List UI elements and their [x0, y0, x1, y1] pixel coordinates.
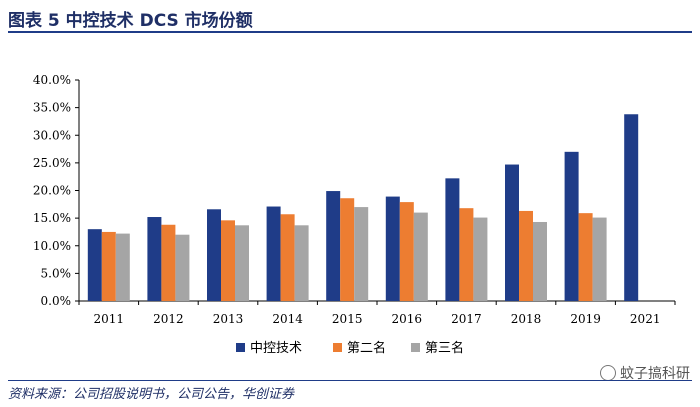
x-tick-label: 2012: [153, 312, 184, 326]
bar: [175, 234, 190, 301]
title-divider: [8, 31, 692, 33]
bar: [505, 164, 519, 301]
bar: [385, 196, 400, 301]
legend-label: 中控技术: [250, 341, 302, 356]
x-tick-label: 2011: [94, 312, 125, 326]
legend-swatch: [411, 343, 420, 352]
x-tick-label: 2014: [272, 312, 303, 326]
y-tick-label: 25.0%: [33, 156, 71, 170]
x-tick-label: 2017: [451, 312, 482, 326]
bar: [280, 214, 295, 301]
x-tick-label: 2015: [332, 312, 363, 326]
bar: [459, 208, 474, 301]
bar: [147, 217, 162, 301]
x-tick-label: 2021: [630, 312, 661, 326]
legend-swatch: [236, 343, 245, 352]
y-tick-label: 15.0%: [33, 211, 71, 225]
source-note: 资料来源：公司招股说明书，公司公告，华创证券: [8, 387, 295, 402]
bar: [564, 151, 579, 301]
bar: [235, 225, 249, 301]
footer-divider: [8, 380, 692, 381]
bar: [101, 231, 116, 301]
y-tick-label: 5.0%: [41, 266, 72, 280]
bar: [624, 114, 639, 301]
bar: [87, 229, 102, 301]
bar: [473, 217, 488, 301]
bar: [161, 224, 176, 301]
bar: [207, 209, 221, 301]
chart-title: 图表 5 中控技术 DCS 市场份额: [8, 11, 253, 31]
wechat-icon: [600, 365, 616, 381]
bar: [221, 220, 235, 301]
legend-label: 第三名: [425, 340, 464, 356]
legend-swatch: [333, 343, 342, 352]
legend-label: 第二名: [347, 340, 386, 356]
bar: [519, 210, 533, 301]
bar: [266, 206, 281, 301]
x-tick-label: 2013: [213, 312, 244, 326]
y-tick-label: 0.0%: [41, 294, 72, 308]
x-tick-label: 2018: [511, 312, 542, 326]
y-tick-label: 30.0%: [33, 128, 71, 142]
bar: [578, 213, 593, 301]
watermark-text: 蚊子搞科研: [620, 366, 690, 382]
bar: [592, 217, 607, 301]
bar: [413, 212, 428, 301]
y-tick-label: 20.0%: [33, 184, 71, 198]
bar: [354, 207, 369, 301]
bar: [294, 225, 309, 301]
bar: [340, 198, 355, 301]
x-tick-label: 2016: [392, 312, 423, 326]
bar: [399, 202, 414, 301]
y-tick-label: 35.0%: [33, 101, 71, 115]
bar-chart: 0.0% 5.0% 10.0% 15.0% 20.0% 25.0% 30.0% 35.0% 40…: [33, 73, 676, 356]
bar: [445, 178, 460, 301]
bar: [326, 191, 341, 301]
y-tick-label: 40.0%: [33, 73, 71, 87]
bar: [533, 221, 547, 301]
y-tick-label: 10.0%: [33, 239, 71, 253]
x-tick-label: 2019: [570, 312, 601, 326]
bar: [115, 233, 130, 301]
